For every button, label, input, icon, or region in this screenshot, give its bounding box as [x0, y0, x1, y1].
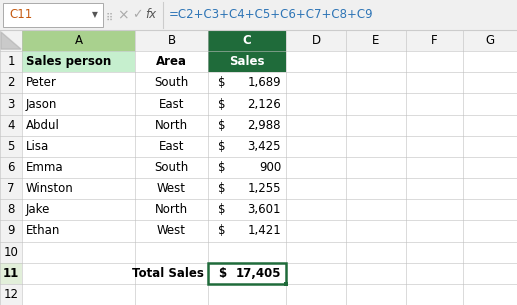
Text: B: B	[168, 34, 176, 47]
Text: $: $	[218, 98, 225, 110]
Text: ⠿: ⠿	[105, 13, 113, 23]
Bar	[208, 263, 286, 284]
Text: $: $	[218, 140, 225, 153]
Bar	[0, 30, 517, 51]
Text: 12: 12	[4, 288, 19, 301]
Text: East: East	[159, 98, 184, 110]
Text: 1,255: 1,255	[248, 182, 281, 195]
Bar	[208, 263, 286, 284]
Text: ✓: ✓	[132, 9, 142, 21]
Text: Sales: Sales	[229, 55, 265, 68]
Text: Area: Area	[156, 55, 187, 68]
Text: $: $	[218, 76, 225, 89]
Text: Winston: Winston	[26, 182, 74, 195]
Text: 3,601: 3,601	[248, 203, 281, 216]
Text: A: A	[74, 34, 83, 47]
Text: South: South	[155, 76, 189, 89]
Text: 6: 6	[7, 161, 15, 174]
Text: $: $	[218, 182, 225, 195]
Text: F: F	[431, 34, 438, 47]
Text: Sales person: Sales person	[26, 55, 111, 68]
Text: Emma: Emma	[26, 161, 64, 174]
Bar	[22, 51, 135, 72]
Text: C: C	[242, 34, 251, 47]
Bar	[0, 0, 517, 30]
Text: ▼: ▼	[92, 10, 98, 20]
Bar	[0, 263, 22, 284]
Text: West: West	[157, 224, 186, 238]
Bar	[283, 282, 287, 286]
Text: 3: 3	[7, 98, 14, 110]
Text: 8: 8	[7, 203, 14, 216]
Text: fx: fx	[145, 9, 157, 21]
Text: North: North	[155, 119, 188, 132]
Text: 10: 10	[4, 246, 19, 259]
Text: 2,988: 2,988	[248, 119, 281, 132]
Text: $: $	[218, 267, 226, 280]
Text: $: $	[218, 224, 225, 238]
Text: G: G	[485, 34, 495, 47]
Text: 7: 7	[7, 182, 15, 195]
Text: =C2+C3+C4+C5+C6+C7+C8+C9: =C2+C3+C4+C5+C6+C7+C8+C9	[169, 9, 374, 21]
Text: 2,126: 2,126	[247, 98, 281, 110]
Text: 4: 4	[7, 119, 15, 132]
Text: 900: 900	[258, 161, 281, 174]
Text: 11: 11	[3, 267, 19, 280]
Text: Peter: Peter	[26, 76, 57, 89]
Text: Jake: Jake	[26, 203, 50, 216]
Text: 2: 2	[7, 76, 15, 89]
Text: Total Sales: Total Sales	[132, 267, 204, 280]
Text: 9: 9	[7, 224, 15, 238]
Text: Jason: Jason	[26, 98, 57, 110]
Text: 17,405: 17,405	[236, 267, 281, 280]
Bar	[208, 30, 286, 51]
Text: East: East	[159, 140, 184, 153]
Text: $: $	[218, 119, 225, 132]
Text: North: North	[155, 203, 188, 216]
Text: South: South	[155, 161, 189, 174]
Polygon shape	[1, 32, 21, 49]
Bar	[0, 30, 22, 305]
Text: ×: ×	[117, 8, 129, 22]
Text: Lisa: Lisa	[26, 140, 49, 153]
Bar	[208, 51, 286, 72]
Text: $: $	[218, 161, 225, 174]
Text: C11: C11	[9, 9, 32, 21]
Text: Ethan: Ethan	[26, 224, 60, 238]
Bar	[3, 3, 103, 27]
Text: 5: 5	[7, 140, 14, 153]
Text: 1: 1	[7, 55, 15, 68]
Text: $: $	[218, 203, 225, 216]
Text: E: E	[372, 34, 379, 47]
Text: D: D	[311, 34, 321, 47]
Text: West: West	[157, 182, 186, 195]
Text: 1,421: 1,421	[247, 224, 281, 238]
Text: Abdul: Abdul	[26, 119, 60, 132]
Bar	[22, 30, 135, 51]
Text: 3,425: 3,425	[248, 140, 281, 153]
Text: 1,689: 1,689	[247, 76, 281, 89]
